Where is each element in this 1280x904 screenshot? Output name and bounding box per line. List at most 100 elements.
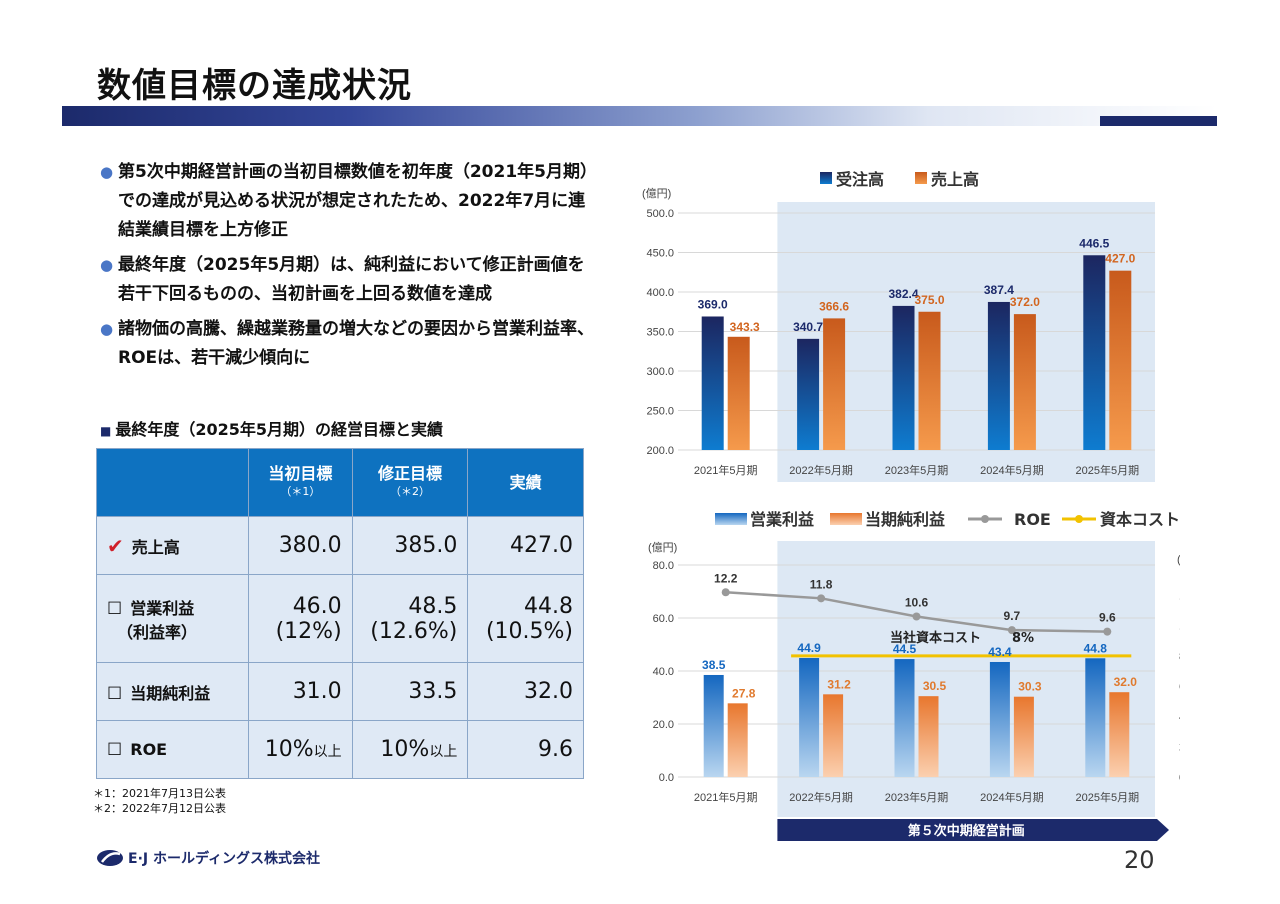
legend-swatch (820, 172, 832, 184)
checkbox-icon: ☐ (107, 598, 123, 619)
y-tick-label-left: 60.0 (653, 613, 674, 625)
cell-revised: 385.0 (351, 516, 469, 575)
y-tick-label-left: 0.0 (659, 772, 674, 784)
x-tick-label: 2024年5月期 (980, 790, 1044, 804)
x-tick-label: 2021年5月期 (694, 790, 758, 804)
bar-value-label: 43.4 (988, 645, 1012, 659)
bar-value-label: 372.0 (1010, 295, 1040, 309)
y-tick-label-right: 8 (1179, 651, 1180, 663)
page-title: 数値目標の達成状況 (97, 66, 412, 106)
cell-subvalue: (12%) (275, 618, 342, 644)
orders-sales-chart: 200.0250.0300.0350.0400.0450.0500.0(億円) … (642, 170, 1155, 482)
plan-banner (777, 819, 1169, 841)
row-label: ☐ 当期純利益 (96, 662, 249, 721)
roe-value-label: 10.6 (905, 595, 929, 609)
legend-swatch (715, 513, 747, 525)
bar-value-label: 366.6 (819, 299, 849, 313)
bar-net-income (1109, 692, 1130, 777)
y-unit-label: (億円) (642, 187, 671, 200)
bar-orders (701, 316, 724, 450)
cell-subvalue: (10.5%) (485, 618, 573, 644)
bar-sales (823, 318, 846, 450)
bar-sales (1109, 270, 1132, 450)
y-tick-label: 450.0 (646, 248, 674, 260)
cell-actual: 44.8 (10.5%) (467, 574, 584, 663)
y-tick-label: 200.0 (646, 445, 674, 457)
footnote: ＊1：2021年7月13日公表 (93, 787, 226, 800)
bar-operating-profit (894, 659, 915, 777)
legend-label: 営業利益 (750, 510, 814, 529)
table-header-actual: 実績 (467, 448, 584, 517)
bar-operating-profit (799, 658, 820, 777)
y-tick-label-right: 10 (1179, 621, 1180, 633)
bar-value-label: 369.0 (698, 297, 728, 311)
header-label: 当初目標 (268, 463, 333, 483)
roe-value-label: 12.2 (714, 571, 738, 585)
bar-operating-profit (1085, 658, 1106, 777)
header-label: 実績 (509, 472, 542, 492)
bullet-text: 第5次中期経営計画の当初目標数値を初年度（2021年5月期）での達成が見込める状… (118, 162, 597, 240)
bar-value-label: 427.0 (1105, 252, 1135, 266)
roe-point (1103, 627, 1112, 636)
cell-value: 46.0 (292, 593, 342, 619)
row-label: ☐ 営業利益 （利益率） (96, 574, 249, 663)
row-label-text: 売上高 (131, 537, 180, 557)
cell-revised: 33.5 (351, 662, 469, 721)
goals-table: 当初目標 （＊1） 修正目標 （＊2） 実績 ✔ 売上高 380.0 385.0 42… (96, 448, 584, 779)
legend-swatch (915, 172, 927, 184)
y-tick-label-left: 80.0 (653, 560, 674, 572)
roe-point (721, 588, 730, 597)
bullet-dot-icon: ● (100, 256, 114, 274)
bar-value-label: 44.5 (893, 642, 917, 656)
bar-value-label: 387.4 (984, 283, 1014, 297)
x-tick-label: 2021年5月期 (694, 463, 758, 477)
x-tick-label: 2023年5月期 (885, 790, 949, 804)
profit-roe-chart: 第５次中期経営計画 0.0 20.0 40.0 60.0 80.0 0 2 4 6 8 10 12 (億… (648, 510, 1180, 841)
bar-orders (797, 338, 820, 450)
footnote: ＊2：2022年7月12日公表 (93, 802, 226, 815)
legend-swatch (981, 515, 989, 523)
title-band (62, 106, 1217, 126)
bar-operating-profit (989, 661, 1010, 777)
square-bullet-icon: ■ (100, 424, 112, 438)
bar-operating-profit (703, 674, 724, 777)
bar-sales (1013, 314, 1036, 450)
y-tick-label: 400.0 (646, 287, 674, 299)
table-header-initial: 当初目標 （＊1） (248, 448, 353, 517)
checkmark-icon: ✔ (107, 533, 124, 558)
table-caption: ■ 最終年度（2025年5月期）の経営目標と実績 (100, 416, 443, 440)
cell-value: 10% (380, 737, 430, 762)
bar-value-label: 44.8 (1084, 641, 1108, 655)
x-tick-label: 2023年5月期 (885, 463, 949, 477)
cell-actual: 9.6 (467, 720, 584, 779)
header-label: 修正目標 (377, 463, 442, 483)
bar-net-income (1013, 696, 1034, 777)
cell-initial: 46.0 (12%) (248, 574, 353, 663)
footnotes: ＊1：2021年7月13日公表 ＊2：2022年7月12日公表 (93, 786, 226, 816)
legend-swatch (830, 513, 862, 525)
cell-revised: 48.5 (12.6%) (351, 574, 469, 663)
roe-value-label: 11.8 (810, 577, 833, 591)
row-label: ✔ 売上高 (96, 516, 249, 575)
bar-sales (727, 336, 750, 450)
bar-value-label: 27.8 (732, 686, 756, 700)
bar-value-label: 340.7 (793, 320, 823, 334)
bar-value-label: 382.4 (888, 287, 918, 301)
legend-swatch (1075, 515, 1083, 523)
cell-actual: 32.0 (467, 662, 584, 721)
row-label-text: ROE (130, 739, 168, 759)
company-logo: E·J ホールディングス株式会社 (96, 848, 320, 868)
y-tick-label-right: 2 (1179, 742, 1180, 754)
bar-sales (918, 311, 941, 450)
cell-actual: 427.0 (467, 516, 584, 575)
row-label: ☐ ROE (96, 720, 249, 779)
cell-initial: 31.0 (248, 662, 353, 721)
roe-point (912, 612, 921, 621)
legend-label: 資本コスト (1100, 510, 1180, 529)
bullet-item: ● 諸物価の高騰、繰越業務量の増大などの要因から営業利益率、ROEは、若干減少傾… (100, 315, 600, 373)
table-caption-text: 最終年度（2025年5月期）の経営目標と実績 (115, 420, 444, 439)
cell-value: 48.5 (408, 593, 458, 619)
bar-net-income (727, 703, 748, 777)
y-tick-label-right: 4 (1179, 711, 1180, 723)
y-tick-label-right: 0 (1179, 772, 1180, 784)
